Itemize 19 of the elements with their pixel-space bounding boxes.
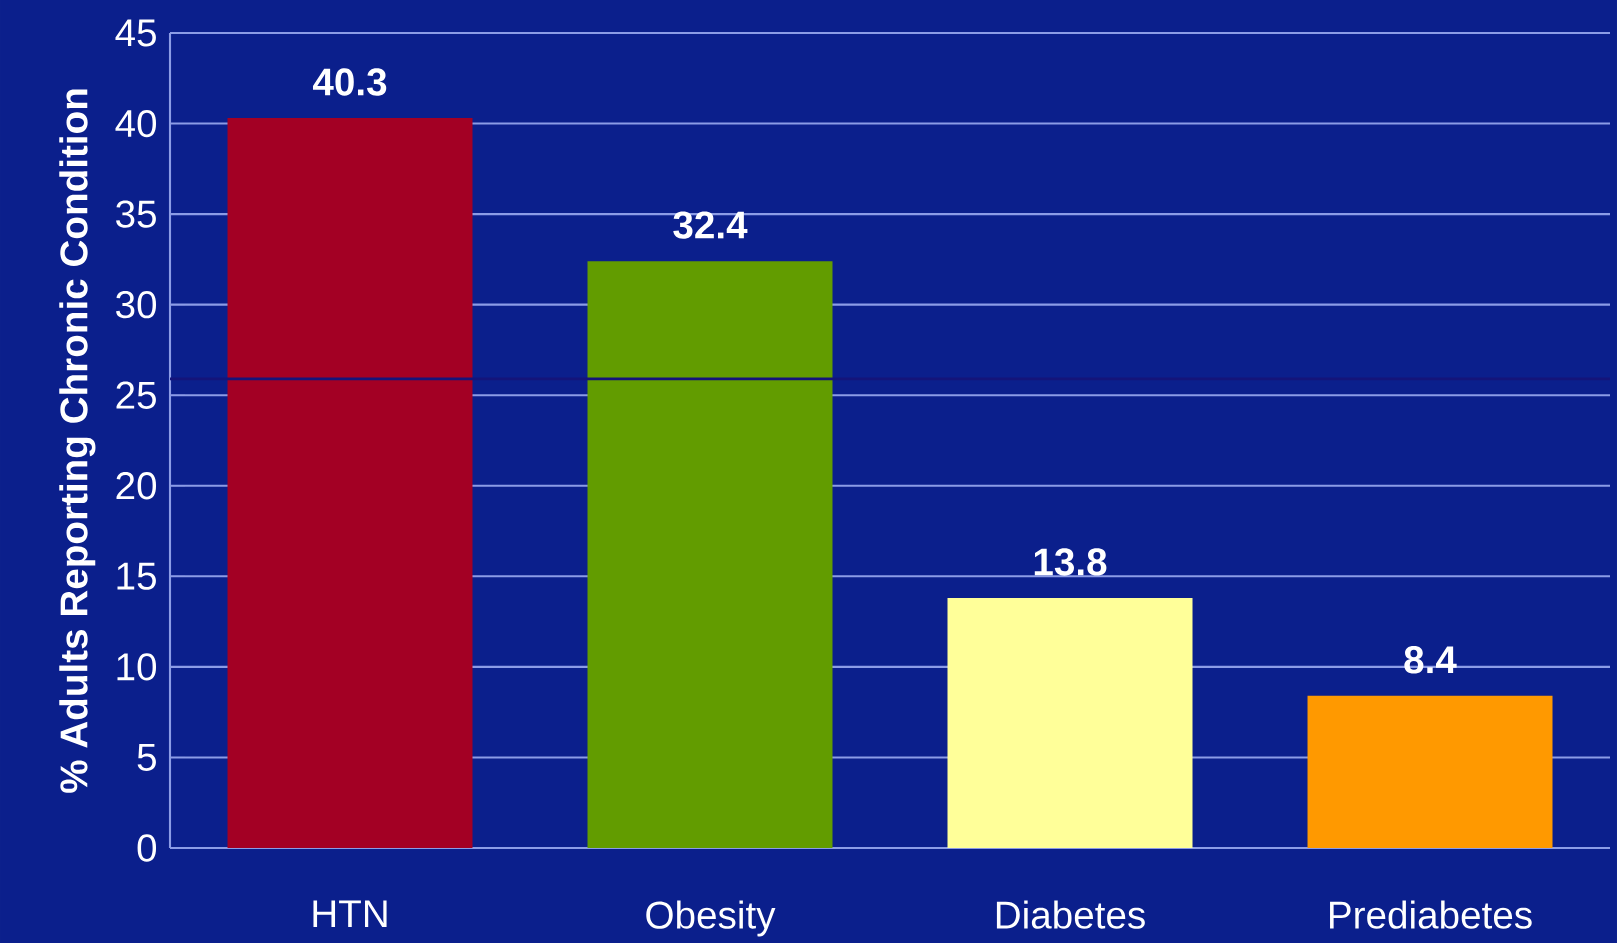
y-tick-label: 40	[115, 109, 157, 138]
x-tick-label: Prediabetes	[1330, 900, 1532, 929]
data-label: 8.4	[1404, 646, 1457, 674]
x-tick-label: Diabetes	[996, 900, 1145, 929]
y-tick-label: 35	[116, 200, 156, 228]
data-label: 13.8	[1034, 548, 1107, 576]
x-tick-label: HTN	[313, 900, 387, 927]
y-tick-label: 30	[116, 290, 157, 319]
y-tick-label: 45	[115, 19, 156, 47]
data-label: 32.4	[673, 211, 748, 239]
data-label: 40.3	[312, 68, 387, 96]
y-tick-label: 10	[117, 653, 157, 681]
y-tick-label: 20	[116, 472, 157, 500]
y-tick-label: 5	[137, 743, 156, 771]
x-tick-label: Obesity	[646, 900, 776, 937]
y-tick-label: 25	[116, 381, 156, 409]
y-axis-title: % Adults Reporting Chronic Condition	[59, 89, 96, 793]
y-tick-label: 15	[117, 562, 156, 590]
y-tick-label: 0	[137, 834, 157, 862]
